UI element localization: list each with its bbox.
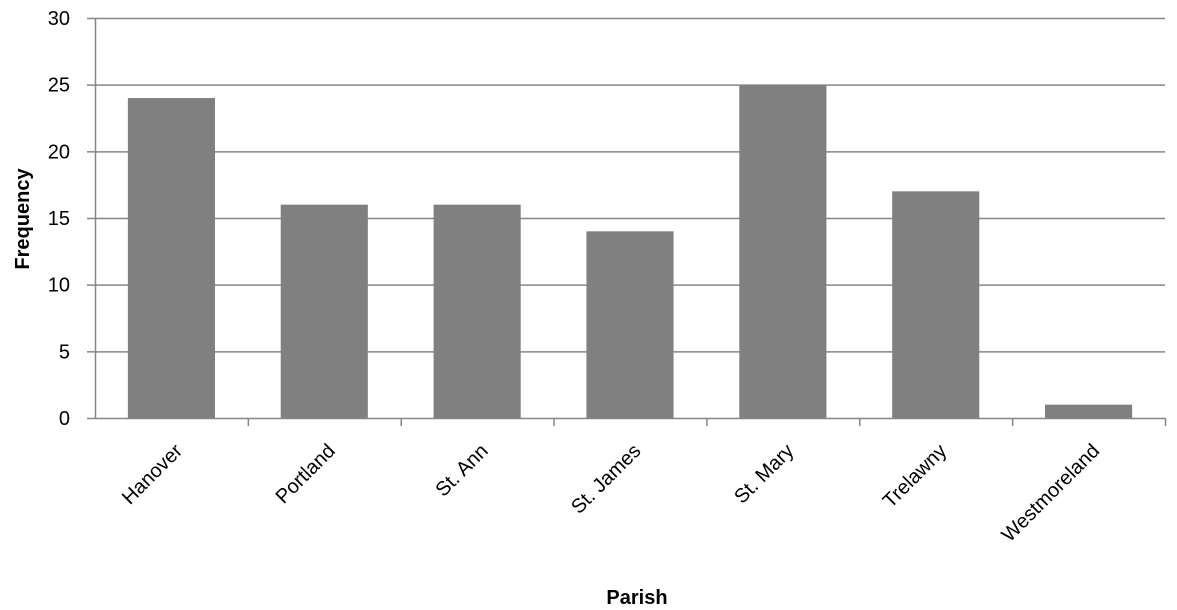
x-tick-label: St. James: [567, 440, 645, 518]
x-tick-label: Westmoreland: [998, 440, 1104, 546]
bar-hanover: [127, 98, 215, 418]
y-tick-label: 20: [48, 141, 70, 163]
bar-westmoreland: [1045, 404, 1133, 418]
x-tick-label: Portland: [272, 440, 340, 508]
x-tick-label: St. Ann: [432, 440, 493, 501]
bars: [127, 84, 1133, 419]
bar-st-james: [586, 231, 674, 418]
y-tick-label: 10: [48, 275, 70, 297]
x-tick-label: Trelawny: [879, 440, 951, 512]
y-tick-label: 0: [59, 408, 70, 430]
y-tick-label: 25: [48, 75, 70, 97]
x-tick-label: St. Mary: [730, 440, 798, 508]
axes: [87, 17, 1167, 426]
y-tick-label: 15: [48, 208, 70, 230]
x-tick-label: Hanover: [118, 440, 187, 509]
x-tick-labels: Hanover Portland St. Ann St. James St. Mary T…: [118, 440, 1104, 547]
x-axis-title: Parish: [606, 587, 667, 609]
bar-st-mary: [739, 84, 827, 419]
bar-trelawny: [892, 191, 980, 418]
y-tick-labels: 0 5 10 15 20 25 30: [48, 8, 70, 430]
bar-portland: [280, 204, 368, 418]
y-axis-title: Frequency: [12, 168, 34, 270]
bar-st-ann: [433, 204, 521, 418]
y-tick-label: 5: [59, 341, 70, 363]
y-tick-label: 30: [48, 8, 70, 30]
gridlines: [95, 17, 1165, 353]
